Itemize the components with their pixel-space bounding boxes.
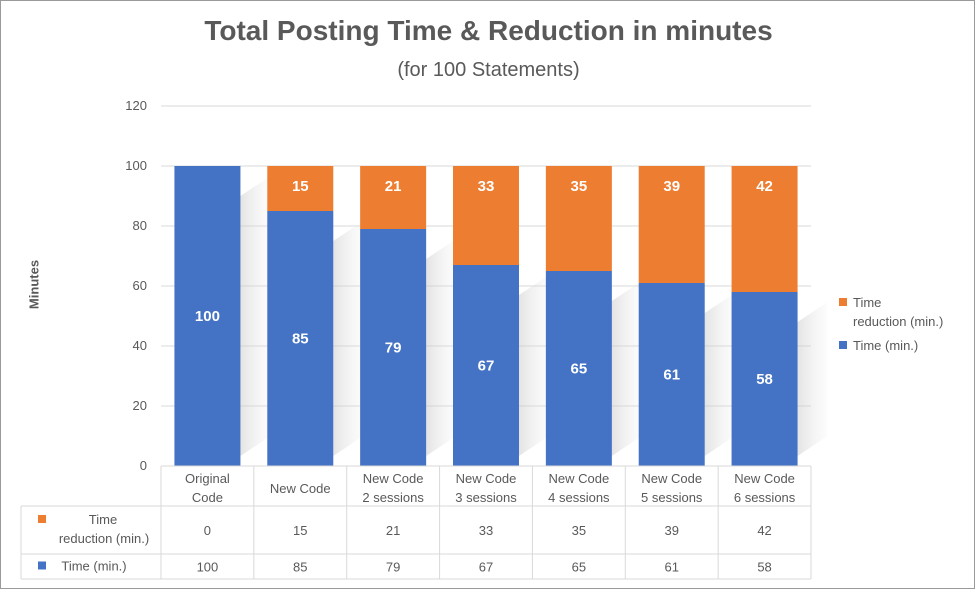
x-tick-label: 3 sessions bbox=[455, 490, 517, 505]
table-cell: 58 bbox=[757, 560, 771, 575]
x-tick-label: Original bbox=[185, 471, 230, 486]
x-tick-label: New Code bbox=[456, 471, 517, 486]
legend-item-time: Time (min.) bbox=[839, 336, 974, 355]
bar-time-reduction bbox=[267, 166, 334, 211]
data-label-time-reduction: 42 bbox=[756, 178, 773, 195]
table-cell: 21 bbox=[386, 523, 400, 538]
table-cell: 35 bbox=[572, 523, 586, 538]
table-cell: 65 bbox=[572, 560, 586, 575]
bar-time bbox=[267, 211, 334, 466]
table-cell: 100 bbox=[197, 560, 219, 575]
legend-swatch-time bbox=[839, 341, 847, 349]
bar-shadow bbox=[797, 302, 828, 456]
y-tick-label: 80 bbox=[133, 218, 147, 233]
table-row-label: Time (min.) bbox=[61, 559, 126, 574]
table-cell: 67 bbox=[479, 560, 493, 575]
table-cell: 85 bbox=[293, 560, 307, 575]
legend-label-line: Time (min.) bbox=[853, 338, 919, 353]
table-cell: 33 bbox=[479, 523, 493, 538]
bar-time-reduction bbox=[360, 166, 427, 229]
bar-time-reduction bbox=[545, 166, 612, 271]
table-legend-swatch bbox=[38, 515, 46, 523]
bar-shadow bbox=[240, 176, 271, 456]
y-tick-label: 120 bbox=[125, 98, 147, 113]
legend-label-line: Time bbox=[853, 295, 882, 310]
bar-time-reduction bbox=[453, 166, 519, 265]
bar-shadow bbox=[611, 281, 642, 456]
y-tick-label: 0 bbox=[140, 458, 147, 473]
chart-subtitle: (for 100 Statements) bbox=[397, 59, 580, 81]
table-cell: 15 bbox=[293, 523, 307, 538]
legend: Time reduction (min.) Time (min.) bbox=[839, 293, 974, 355]
bar-time-reduction bbox=[731, 166, 798, 292]
data-label-time: 65 bbox=[571, 361, 588, 378]
bar-time bbox=[638, 283, 705, 466]
x-tick-label: New Code bbox=[363, 471, 424, 486]
y-tick-label: 100 bbox=[125, 158, 147, 173]
y-tick-label: 40 bbox=[133, 338, 147, 353]
table-cell: 79 bbox=[386, 560, 400, 575]
bar-shadow bbox=[704, 293, 735, 456]
y-tick-label: 20 bbox=[133, 398, 147, 413]
y-tick-label: 60 bbox=[133, 278, 147, 293]
x-tick-label: 6 sessions bbox=[734, 490, 796, 505]
legend-item-time-reduction: Time reduction (min.) bbox=[839, 293, 974, 331]
x-tick-label: New Code bbox=[549, 471, 610, 486]
table-row-label: reduction (min.) bbox=[59, 531, 149, 546]
data-label-time-reduction: 15 bbox=[292, 178, 309, 195]
bar-time bbox=[545, 271, 612, 466]
data-label-time: 79 bbox=[385, 340, 402, 357]
x-tick-label: New Code bbox=[270, 481, 331, 496]
legend-swatch-time-reduction bbox=[839, 298, 847, 306]
data-label-time: 100 bbox=[195, 308, 220, 325]
data-label-time-reduction: 21 bbox=[385, 178, 402, 195]
data-label-time: 61 bbox=[663, 367, 680, 384]
x-tick-label: 4 sessions bbox=[548, 490, 610, 505]
bar-shadow bbox=[333, 221, 364, 456]
data-label-time: 67 bbox=[478, 358, 495, 375]
data-label-time: 85 bbox=[292, 331, 309, 348]
bar-time-reduction bbox=[638, 166, 705, 283]
x-tick-label: New Code bbox=[734, 471, 795, 486]
bar-time bbox=[453, 265, 519, 466]
data-label-time-reduction: 35 bbox=[571, 178, 588, 195]
bar-shadow bbox=[519, 275, 549, 456]
bar-shadow bbox=[426, 239, 457, 456]
data-label-time: 58 bbox=[756, 371, 773, 388]
bar-time bbox=[360, 229, 427, 466]
x-tick-label: Code bbox=[192, 490, 223, 505]
chart-title: Total Posting Time & Reduction in minute… bbox=[204, 15, 773, 46]
data-label-time-reduction: 39 bbox=[663, 178, 680, 195]
table-cell: 61 bbox=[664, 560, 678, 575]
table-cell: 42 bbox=[757, 523, 771, 538]
table-cell: 0 bbox=[204, 523, 211, 538]
x-tick-label: 2 sessions bbox=[362, 490, 424, 505]
table-cell: 39 bbox=[664, 523, 678, 538]
bar-time bbox=[731, 292, 798, 466]
bar-time bbox=[174, 166, 241, 466]
table-row-label: Time bbox=[89, 512, 117, 527]
x-tick-label: 5 sessions bbox=[641, 490, 703, 505]
data-label-time-reduction: 33 bbox=[478, 178, 495, 195]
legend-label-line: reduction (min.) bbox=[853, 314, 944, 329]
table-legend-swatch bbox=[38, 561, 46, 570]
x-tick-label: New Code bbox=[641, 471, 702, 486]
